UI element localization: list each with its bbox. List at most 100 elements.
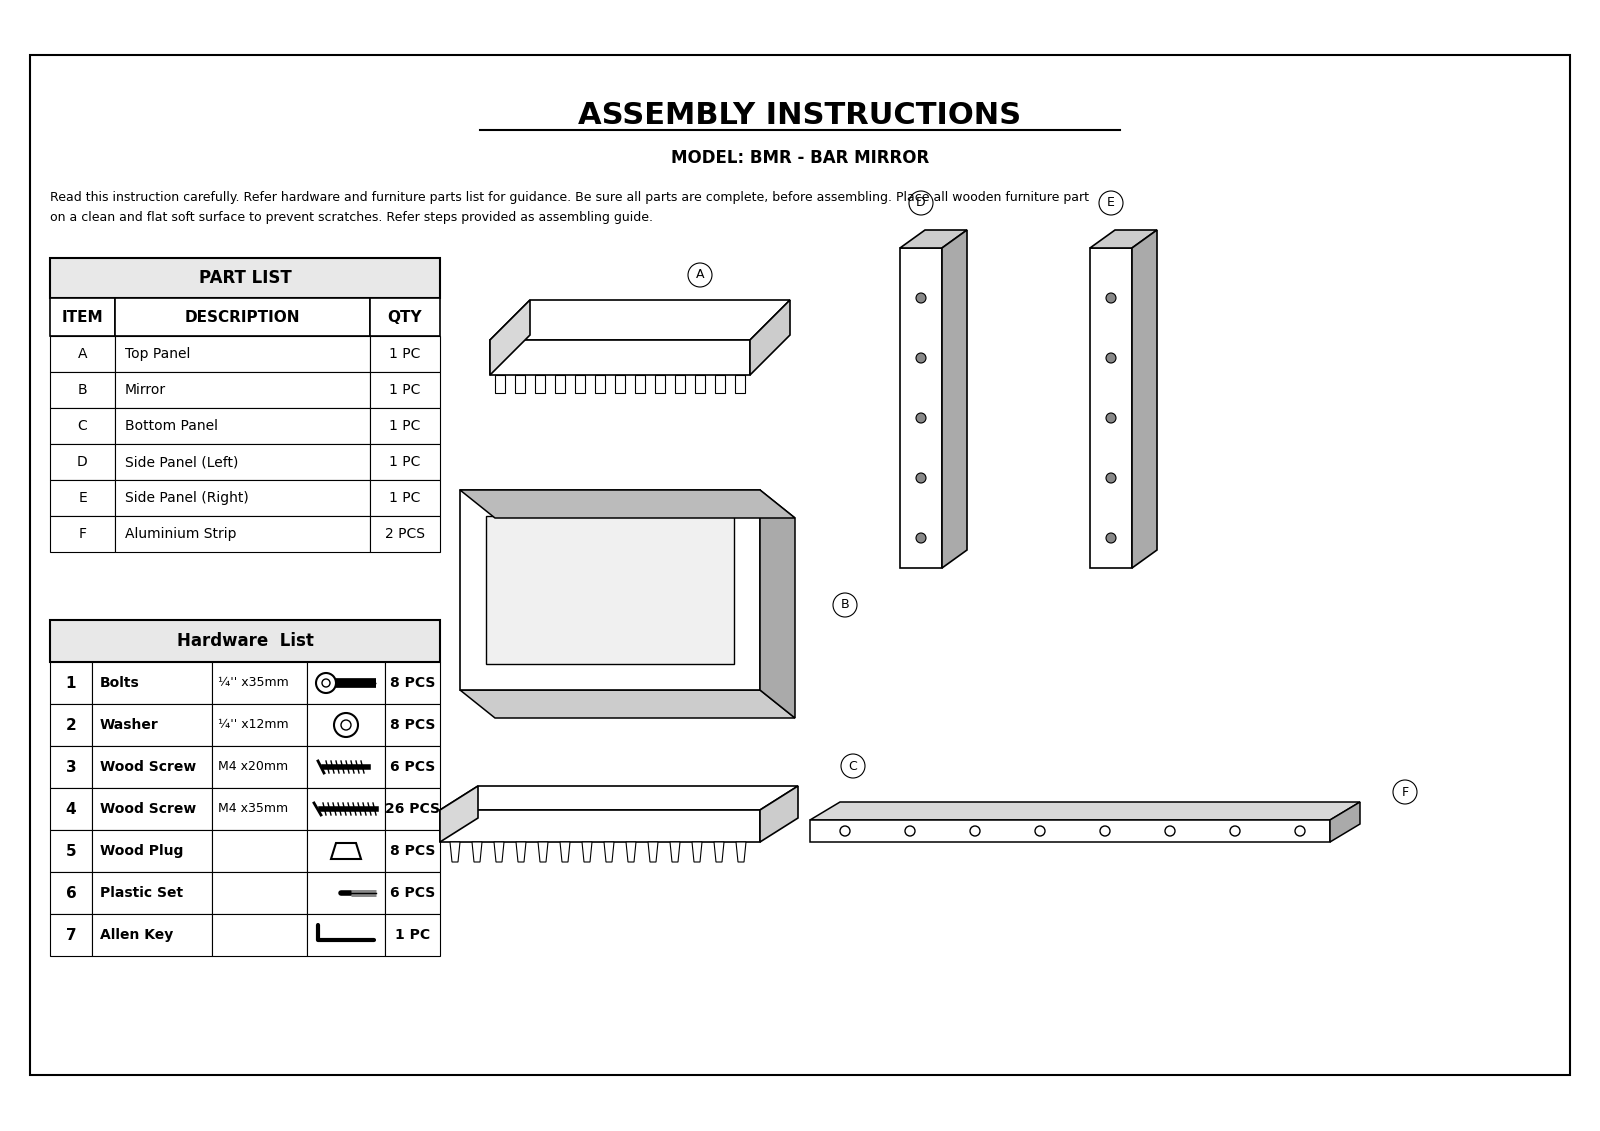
Bar bbox=[211, 914, 307, 956]
Text: D: D bbox=[917, 197, 926, 209]
Text: F: F bbox=[78, 527, 86, 541]
Bar bbox=[307, 788, 386, 830]
Text: ITEM: ITEM bbox=[62, 310, 104, 325]
Text: 3: 3 bbox=[66, 760, 77, 775]
Polygon shape bbox=[472, 841, 482, 862]
Bar bbox=[50, 336, 115, 372]
Bar bbox=[115, 297, 370, 336]
Bar bbox=[50, 372, 115, 408]
Text: 1: 1 bbox=[66, 675, 77, 691]
Bar bbox=[93, 703, 211, 746]
Bar bbox=[50, 258, 440, 297]
Bar bbox=[370, 480, 440, 516]
Text: Washer: Washer bbox=[99, 718, 158, 732]
Circle shape bbox=[915, 413, 926, 423]
Polygon shape bbox=[515, 841, 526, 862]
Polygon shape bbox=[490, 300, 790, 340]
Text: 1 PC: 1 PC bbox=[395, 929, 430, 942]
Text: M4 x35mm: M4 x35mm bbox=[218, 803, 288, 815]
Polygon shape bbox=[670, 841, 680, 862]
Polygon shape bbox=[560, 841, 570, 862]
Text: DESCRIPTION: DESCRIPTION bbox=[184, 310, 301, 325]
Circle shape bbox=[1106, 353, 1117, 363]
Circle shape bbox=[915, 533, 926, 543]
Polygon shape bbox=[691, 841, 702, 862]
Polygon shape bbox=[694, 375, 706, 392]
Bar bbox=[307, 914, 386, 956]
Text: ¼'' x12mm: ¼'' x12mm bbox=[218, 718, 288, 732]
Bar bbox=[50, 830, 93, 872]
Text: E: E bbox=[1107, 197, 1115, 209]
Bar bbox=[386, 872, 440, 914]
Bar bbox=[307, 662, 386, 703]
Text: Wood Screw: Wood Screw bbox=[99, 760, 197, 774]
Polygon shape bbox=[736, 841, 746, 862]
Bar bbox=[307, 872, 386, 914]
Text: 1 PC: 1 PC bbox=[389, 347, 421, 361]
Bar bbox=[211, 830, 307, 872]
Polygon shape bbox=[595, 375, 605, 392]
Text: B: B bbox=[840, 598, 850, 612]
Bar bbox=[386, 746, 440, 788]
Bar bbox=[370, 297, 440, 336]
Text: 2: 2 bbox=[66, 717, 77, 733]
Bar bbox=[386, 914, 440, 956]
Text: 4: 4 bbox=[66, 802, 77, 817]
Bar bbox=[370, 372, 440, 408]
Bar bbox=[93, 914, 211, 956]
Polygon shape bbox=[810, 802, 1360, 820]
Polygon shape bbox=[538, 841, 547, 862]
Polygon shape bbox=[1090, 230, 1157, 248]
Polygon shape bbox=[461, 690, 795, 718]
Bar bbox=[50, 662, 93, 703]
Text: 6 PCS: 6 PCS bbox=[390, 886, 435, 900]
Text: 1 PC: 1 PC bbox=[389, 491, 421, 506]
Bar bbox=[307, 703, 386, 746]
Circle shape bbox=[1106, 413, 1117, 423]
Bar bbox=[307, 746, 386, 788]
Bar bbox=[211, 746, 307, 788]
Text: 8 PCS: 8 PCS bbox=[390, 844, 435, 858]
Circle shape bbox=[1106, 473, 1117, 483]
Bar bbox=[50, 480, 115, 516]
Text: 1 PC: 1 PC bbox=[389, 418, 421, 433]
Polygon shape bbox=[750, 300, 790, 375]
Circle shape bbox=[915, 293, 926, 303]
Text: 5: 5 bbox=[66, 844, 77, 858]
Text: Side Panel (Left): Side Panel (Left) bbox=[125, 455, 238, 469]
Text: 2 PCS: 2 PCS bbox=[386, 527, 426, 541]
Polygon shape bbox=[490, 300, 530, 375]
Bar bbox=[211, 872, 307, 914]
Polygon shape bbox=[635, 375, 645, 392]
Bar bbox=[115, 372, 370, 408]
Bar bbox=[370, 516, 440, 552]
Bar bbox=[115, 444, 370, 480]
Text: QTY: QTY bbox=[387, 310, 422, 325]
Polygon shape bbox=[461, 490, 795, 518]
Text: ¼'' x35mm: ¼'' x35mm bbox=[218, 676, 288, 690]
Bar bbox=[50, 297, 115, 336]
Polygon shape bbox=[490, 340, 750, 375]
Text: Top Panel: Top Panel bbox=[125, 347, 190, 361]
Bar bbox=[386, 788, 440, 830]
Text: 7: 7 bbox=[66, 927, 77, 942]
Bar bbox=[307, 830, 386, 872]
Text: ASSEMBLY INSTRUCTIONS: ASSEMBLY INSTRUCTIONS bbox=[579, 101, 1021, 130]
Bar bbox=[50, 408, 115, 444]
Bar bbox=[115, 336, 370, 372]
Text: 8 PCS: 8 PCS bbox=[390, 718, 435, 732]
Polygon shape bbox=[810, 820, 1330, 841]
Polygon shape bbox=[605, 841, 614, 862]
Bar bbox=[386, 703, 440, 746]
Circle shape bbox=[1106, 293, 1117, 303]
Polygon shape bbox=[654, 375, 666, 392]
Bar bbox=[93, 872, 211, 914]
Text: 6: 6 bbox=[66, 886, 77, 900]
Text: B: B bbox=[78, 383, 88, 397]
Polygon shape bbox=[675, 375, 685, 392]
Polygon shape bbox=[942, 230, 966, 568]
Text: PART LIST: PART LIST bbox=[198, 269, 291, 287]
Text: Mirror: Mirror bbox=[125, 383, 166, 397]
Bar bbox=[93, 830, 211, 872]
Text: Allen Key: Allen Key bbox=[99, 929, 173, 942]
